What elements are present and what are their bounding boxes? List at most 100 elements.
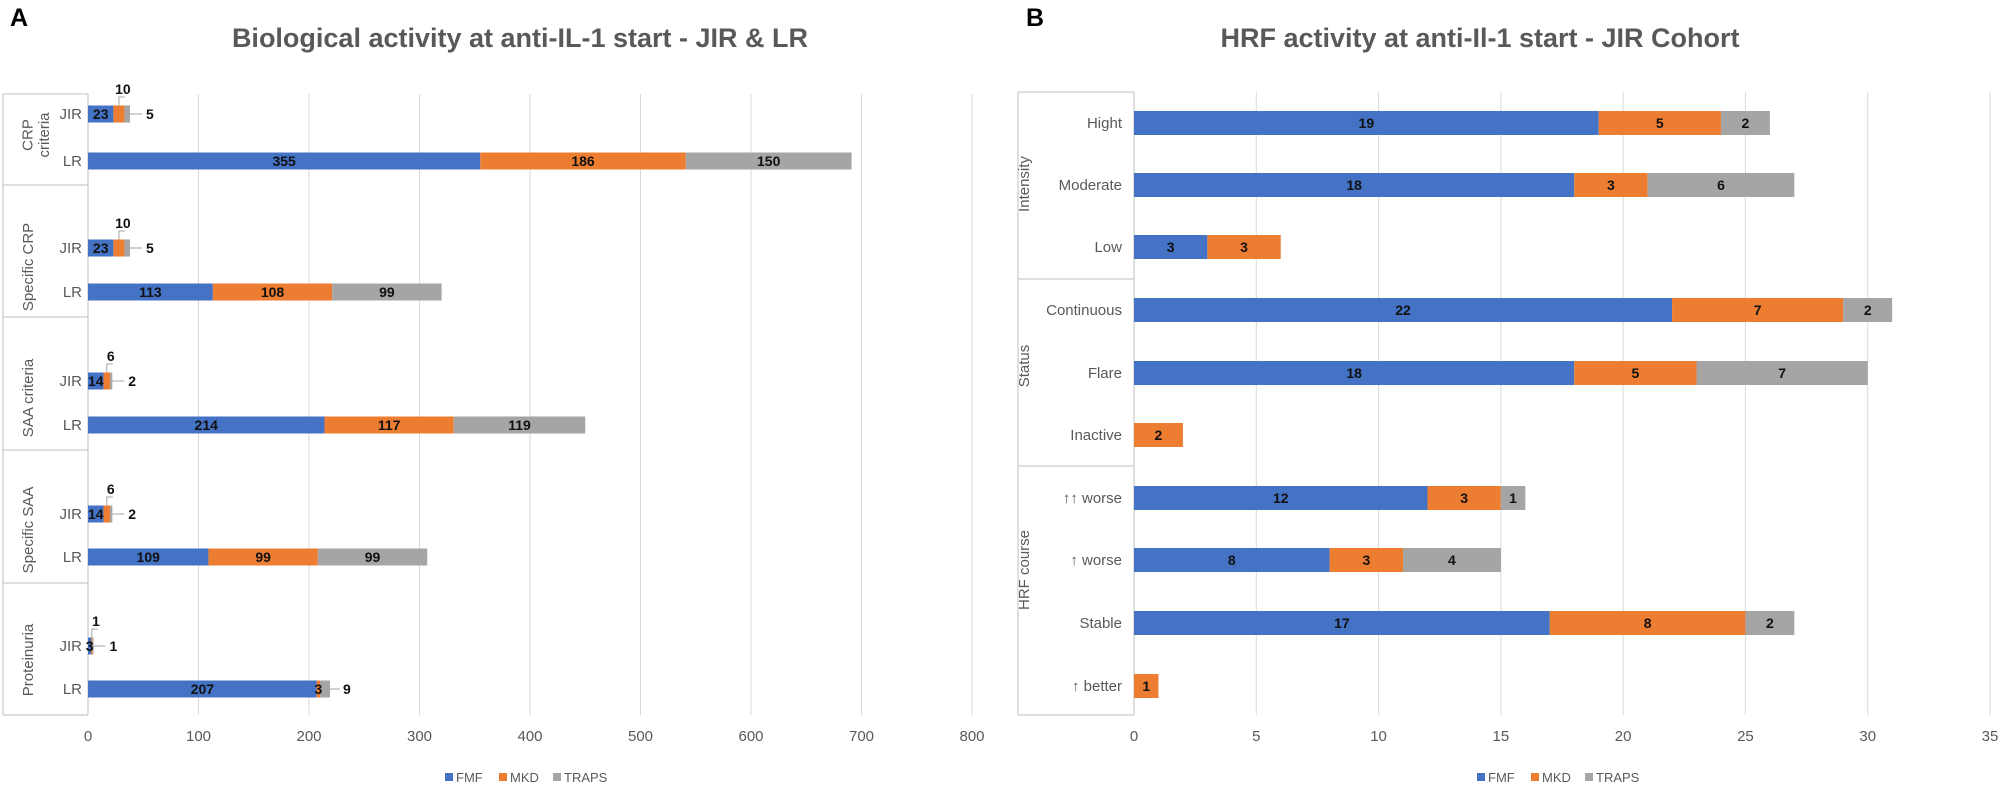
x-tick-label: 0 [84, 728, 92, 745]
chart-b: B HRF activity at anti-Il-1 start - JIR C… [1016, 4, 1998, 785]
bar-mkd [1549, 611, 1746, 635]
data-label: 14 [88, 373, 104, 389]
data-label: 6 [107, 348, 115, 364]
category-label: LR [63, 153, 82, 170]
data-label: 2 [1864, 302, 1872, 318]
x-tick-label: 500 [628, 728, 653, 745]
bar-fmf [88, 505, 104, 523]
category-label: ↑ worse [1070, 552, 1122, 569]
legend-swatch-traps [1585, 773, 1593, 781]
x-tick-label: 400 [517, 728, 542, 745]
bar-traps [1843, 298, 1893, 322]
group-label: SAA criteria [20, 358, 37, 437]
data-label: 2 [1155, 427, 1163, 443]
category-label: JIR [60, 638, 83, 655]
bar-traps [110, 505, 113, 523]
bar-traps [685, 152, 852, 170]
x-tick-label: 800 [959, 728, 984, 745]
bar-mkd [103, 372, 111, 390]
data-label: 9 [343, 681, 351, 697]
data-label: 3 [1362, 552, 1370, 568]
data-label: 1 [110, 638, 118, 654]
bar-mkd [1574, 361, 1697, 385]
data-label: 150 [757, 153, 781, 169]
bar-mkd [480, 152, 686, 170]
data-label: 18 [1346, 365, 1362, 381]
data-label: 186 [571, 153, 595, 169]
leader-line [106, 496, 113, 506]
x-tick-label: 20 [1615, 728, 1632, 745]
bar-fmf [1134, 298, 1673, 322]
x-tick-label: 600 [738, 728, 763, 745]
data-label: 2 [1742, 115, 1750, 131]
bar-fmf [1134, 486, 1428, 510]
legend-label: TRAPS [1596, 770, 1640, 785]
data-label: 5 [146, 106, 154, 122]
x-tick-label: 15 [1493, 728, 1510, 745]
legend-label: MKD [1542, 770, 1571, 785]
data-label: 99 [365, 549, 381, 565]
legend-swatch-mkd [1531, 773, 1539, 781]
bar-mkd [113, 105, 125, 123]
bar-mkd [1207, 235, 1281, 259]
legend-label: FMF [456, 770, 483, 785]
category-label: LR [63, 681, 82, 698]
x-tick-label: 700 [849, 728, 874, 745]
bar-mkd [1574, 173, 1648, 197]
bar-mkd [91, 637, 93, 655]
x-tick-label: 35 [1982, 728, 1999, 745]
chart-a: A Biological activity at anti-IL-1 start … [2, 4, 985, 785]
panel-letter: A [10, 4, 28, 32]
bar-traps [320, 680, 330, 698]
x-tick-label: 100 [186, 728, 211, 745]
bar-fmf [1134, 111, 1599, 135]
data-label: 2 [128, 373, 136, 389]
data-label: 117 [378, 417, 401, 433]
bar-traps [1647, 173, 1795, 197]
bar-traps [1500, 486, 1526, 510]
bar-fmf [1134, 361, 1575, 385]
category-label: Inactive [1070, 427, 1122, 444]
x-tick-label: 300 [407, 728, 432, 745]
group-label: HRF course [1016, 530, 1033, 610]
data-label: 23 [93, 240, 109, 256]
data-label: 1 [92, 613, 100, 629]
data-label: 207 [191, 681, 215, 697]
legend-label: MKD [510, 770, 539, 785]
data-label: 108 [261, 284, 285, 300]
bar-fmf [88, 637, 92, 655]
bar-fmf [88, 548, 209, 566]
data-label: 14 [88, 506, 104, 522]
bar-mkd [324, 416, 454, 434]
panel-letter: B [1026, 4, 1044, 32]
category-label: ↑↑ worse [1063, 490, 1122, 507]
bar-fmf [1134, 548, 1330, 572]
data-label: 4 [1448, 552, 1456, 568]
data-label: 119 [508, 417, 531, 433]
category-label: Low [1094, 239, 1122, 256]
data-label: 8 [1228, 552, 1236, 568]
bar-traps [453, 416, 586, 434]
category-label: JIR [60, 373, 83, 390]
bar-traps [124, 105, 130, 123]
data-label: 1 [1509, 490, 1517, 506]
leader-line [106, 363, 113, 373]
legend-swatch-mkd [499, 773, 507, 781]
data-label: 3 [1607, 177, 1615, 193]
data-label: 99 [255, 549, 271, 565]
data-label: 10 [115, 215, 131, 231]
bar-mkd [1598, 111, 1721, 135]
data-label: 22 [1395, 302, 1411, 318]
category-label: Stable [1079, 615, 1122, 632]
bar-fmf [88, 372, 104, 390]
data-label: 8 [1644, 615, 1652, 631]
legend-label: FMF [1488, 770, 1515, 785]
group-label: CRPcriteria [20, 112, 54, 158]
category-label: LR [63, 284, 82, 301]
data-label: 2 [1766, 615, 1774, 631]
data-label: 10 [115, 81, 131, 97]
bar-fmf [88, 283, 213, 301]
leader-line [118, 96, 125, 106]
legend-swatch-traps [553, 773, 561, 781]
